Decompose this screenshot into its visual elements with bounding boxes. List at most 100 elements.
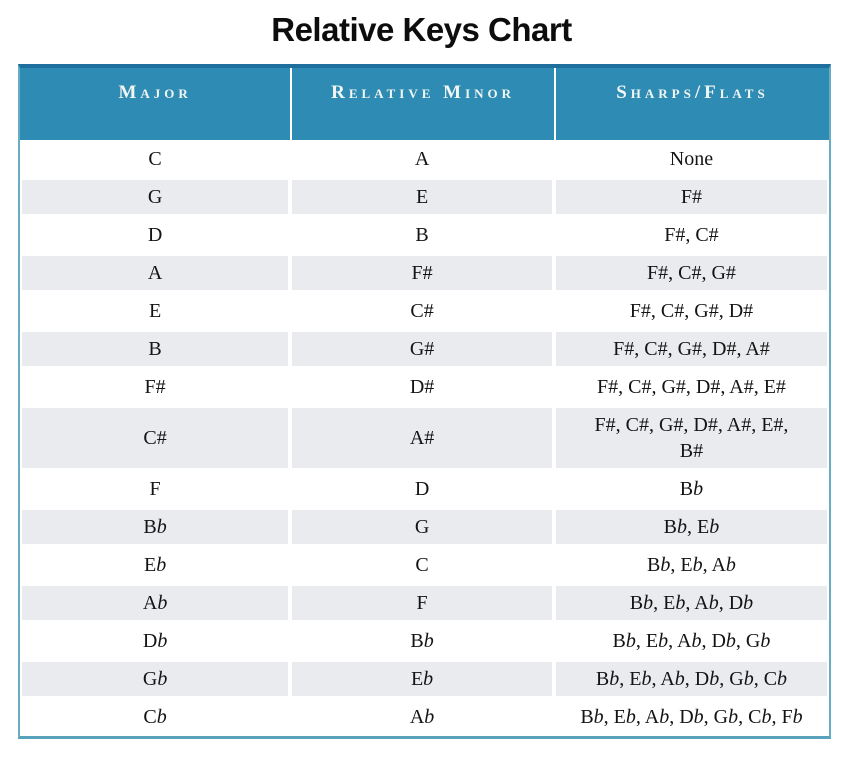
flat-symbol: b [156, 706, 167, 728]
cell-sharps-flats: F#, C#, G#, D#, A#, E# [553, 368, 829, 406]
cell-major: G [20, 178, 291, 216]
flat-symbol: b [708, 592, 719, 614]
cell-relative-minor: Eb [290, 660, 554, 698]
cell-major: C# [20, 406, 291, 470]
header-label-major: Major [118, 82, 192, 103]
flat-symbol: b [692, 554, 703, 576]
flat-symbol: b [693, 706, 704, 728]
cell-relative-minor: G [290, 508, 554, 546]
flat-symbol: b [674, 668, 685, 690]
flat-symbol: b [423, 630, 434, 652]
table-row: F# D# F#, C#, G#, D#, A#, E# [20, 368, 829, 406]
table-row: A F# F#, C#, G# [20, 254, 829, 292]
table-row: F D Bb [20, 470, 829, 508]
cell-major: Cb [20, 698, 291, 736]
flat-symbol: b [157, 668, 168, 690]
cell-major: B [20, 330, 291, 368]
table-container: Major Relative Minor Sharps/Flats C A None… [18, 64, 831, 739]
cell-sharps-flats: Bb, Eb, Ab [553, 546, 829, 584]
flat-symbol: b [423, 668, 434, 690]
header-label-relative-minor: Relative Minor [331, 82, 516, 103]
flat-symbol: b [424, 706, 435, 728]
flat-symbol: b [743, 592, 754, 614]
flat-symbol: b [641, 668, 652, 690]
header-cell-major: Major [20, 68, 291, 140]
table-row: Db Bb Bb, Eb, Ab, Db, Gb [20, 622, 829, 660]
cell-sharps-flats: None [553, 140, 829, 178]
flat-symbol: b [691, 630, 702, 652]
cell-major: F [20, 470, 291, 508]
cell-sharps-flats: Bb, Eb, Ab, Db, Gb [553, 622, 829, 660]
flat-symbol: b [609, 668, 620, 690]
cell-relative-minor: C# [290, 292, 554, 330]
table-row: B G# F#, C#, G#, D#, A# [20, 330, 829, 368]
flat-symbol: b [777, 668, 788, 690]
flat-symbol: b [593, 706, 604, 728]
flat-symbol: b [792, 706, 803, 728]
flat-symbol: b [761, 706, 772, 728]
flat-symbol: b [625, 706, 636, 728]
cell-sharps-flats: F#, C# [553, 216, 829, 254]
table-header-row: Major Relative Minor Sharps/Flats [20, 68, 829, 140]
cell-major: Eb [20, 546, 291, 584]
table-row: C# A# F#, C#, G#, D#, A#, E#, B# [20, 406, 829, 470]
header-cell-relative-minor: Relative Minor [290, 68, 554, 140]
flat-symbol: b [728, 706, 739, 728]
table-row: E C# F#, C#, G#, D# [20, 292, 829, 330]
table-row: D B F#, C# [20, 216, 829, 254]
flat-symbol: b [643, 592, 654, 614]
cell-major: Bb [20, 508, 291, 546]
cell-sharps-flats: F#, C#, G# [553, 254, 829, 292]
table-row: Gb Eb Bb, Eb, Ab, Db, Gb, Cb [20, 660, 829, 698]
flat-symbol: b [709, 668, 720, 690]
cell-relative-minor: G# [290, 330, 554, 368]
cell-major: E [20, 292, 291, 330]
table-body: C A None G E F# D B F#, C# A F# F#, C#, G# E C# F#, C#… [20, 140, 829, 736]
cell-sharps-flats: Bb, Eb, Ab, Db, Gb, Cb, Fb [553, 698, 829, 736]
cell-major: A [20, 254, 291, 292]
cell-relative-minor: E [290, 178, 554, 216]
cell-major: D [20, 216, 291, 254]
flat-symbol: b [156, 554, 167, 576]
cell-relative-minor: Bb [290, 622, 554, 660]
table-row: Eb C Bb, Eb, Ab [20, 546, 829, 584]
flat-symbol: b [760, 630, 771, 652]
table-row: C A None [20, 140, 829, 178]
cell-major: F# [20, 368, 291, 406]
cell-sharps-flats: F# [553, 178, 829, 216]
flat-symbol: b [675, 592, 686, 614]
cell-sharps-flats: F#, C#, G#, D#, A#, E#, B# [553, 406, 829, 470]
flat-symbol: b [156, 516, 167, 538]
page: Relative Keys Chart Major Relative Minor… [0, 10, 843, 739]
flat-symbol: b [725, 630, 736, 652]
cell-sharps-flats: Bb, Eb, Ab, Db [553, 584, 829, 622]
cell-major: Ab [20, 584, 291, 622]
flat-symbol: b [677, 516, 688, 538]
cell-relative-minor: Ab [290, 698, 554, 736]
cell-sharps-flats: F#, C#, G#, D#, A# [553, 330, 829, 368]
cell-sharps-flats: Bb, Eb [553, 508, 829, 546]
flat-symbol: b [625, 630, 636, 652]
flat-symbol: b [659, 706, 670, 728]
relative-keys-table: Major Relative Minor Sharps/Flats C A None… [20, 68, 829, 736]
flat-symbol: b [157, 592, 168, 614]
cell-relative-minor: F [290, 584, 554, 622]
table-row: Ab F Bb, Eb, Ab, Db [20, 584, 829, 622]
flat-symbol: b [743, 668, 754, 690]
cell-relative-minor: C [290, 546, 554, 584]
cell-major: Db [20, 622, 291, 660]
cell-sharps-flats: Bb, Eb, Ab, Db, Gb, Cb [553, 660, 829, 698]
flat-symbol: b [658, 630, 669, 652]
cell-sharps-flats: F#, C#, G#, D# [553, 292, 829, 330]
flat-symbol: b [725, 554, 736, 576]
cell-relative-minor: D [290, 470, 554, 508]
cell-relative-minor: A [290, 140, 554, 178]
table-header: Major Relative Minor Sharps/Flats [20, 68, 829, 140]
header-cell-sharps-flats: Sharps/Flats [553, 68, 829, 140]
cell-major: C [20, 140, 291, 178]
table-row: G E F# [20, 178, 829, 216]
table-row: Cb Ab Bb, Eb, Ab, Db, Gb, Cb, Fb [20, 698, 829, 736]
table-row: Bb G Bb, Eb [20, 508, 829, 546]
cell-relative-minor: D# [290, 368, 554, 406]
header-label-sharps-flats: Sharps/Flats [616, 82, 769, 103]
